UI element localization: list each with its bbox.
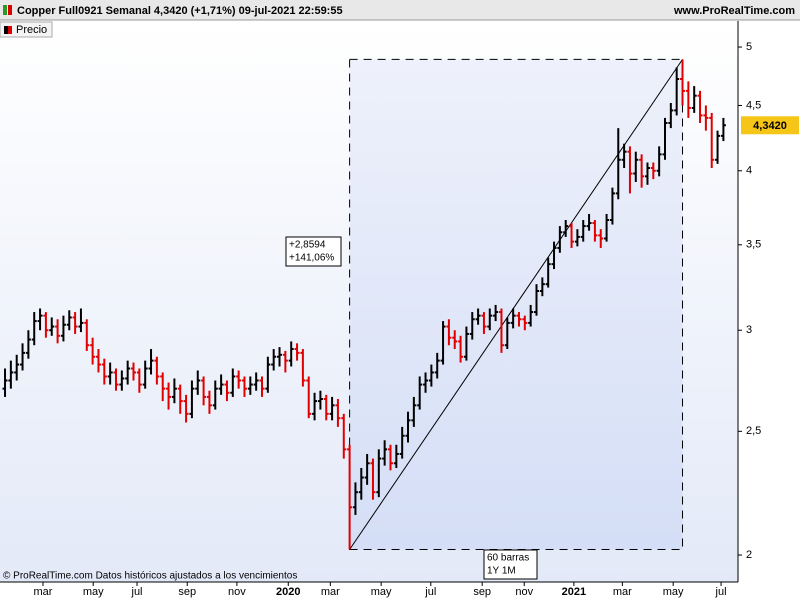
x-tick-label: 2020: [276, 586, 300, 598]
legend-label: Precio: [16, 24, 47, 36]
y-tick-label: 5: [746, 41, 752, 53]
bars: [2, 59, 726, 550]
legend-swatch: [8, 26, 12, 34]
y-tick-label: 4,5: [746, 99, 761, 111]
y-tick-label: 2,5: [746, 425, 761, 437]
last-price-label: 4,3420: [753, 120, 787, 132]
annotation: 60 barras: [487, 553, 529, 564]
measure-layer: [349, 58, 684, 551]
x-tick-label: may: [663, 586, 684, 598]
legend-box: [0, 21, 53, 38]
x-tick-label: mar: [34, 586, 53, 598]
icon: [3, 5, 7, 15]
y-tick-label: 3: [746, 324, 752, 336]
x-tick-label: mar: [613, 586, 632, 598]
x-tick-label: sep: [178, 586, 196, 598]
chart-title: Copper Full0921 Semanal 4,3420 (+1,71%) …: [17, 5, 343, 17]
x-tick-label: jul: [131, 586, 143, 598]
x-tick-label: may: [83, 586, 104, 598]
annotation: +2,8594: [289, 240, 326, 251]
x-tick-label: may: [371, 586, 392, 598]
y-tick-label: 2: [746, 549, 752, 561]
x-tick-label: nov: [515, 586, 533, 598]
x-tick-label: nov: [228, 586, 246, 598]
x-tick-label: jul: [424, 586, 436, 598]
legend-swatch: [4, 26, 8, 34]
annotation: 1Y 1M: [487, 566, 516, 577]
x-tick-label: mar: [321, 586, 340, 598]
y-tick-label: 3,5: [746, 239, 761, 251]
x-tick-label: jul: [715, 586, 727, 598]
last-price-box: [741, 116, 799, 135]
x-tick-label: sep: [473, 586, 491, 598]
measure-line: [349, 59, 683, 550]
footer: © ProRealTime.com Datos históricos ajust…: [3, 571, 297, 582]
icon: [8, 5, 12, 15]
annotation: +141,06%: [289, 253, 334, 264]
y-tick-label: 4: [746, 165, 752, 177]
annotation-box: [285, 236, 342, 267]
header-bar: [0, 0, 800, 20]
x-tick-label: 2021: [562, 586, 586, 598]
source: www.ProRealTime.com: [673, 5, 795, 17]
annotation-box: [483, 549, 538, 580]
